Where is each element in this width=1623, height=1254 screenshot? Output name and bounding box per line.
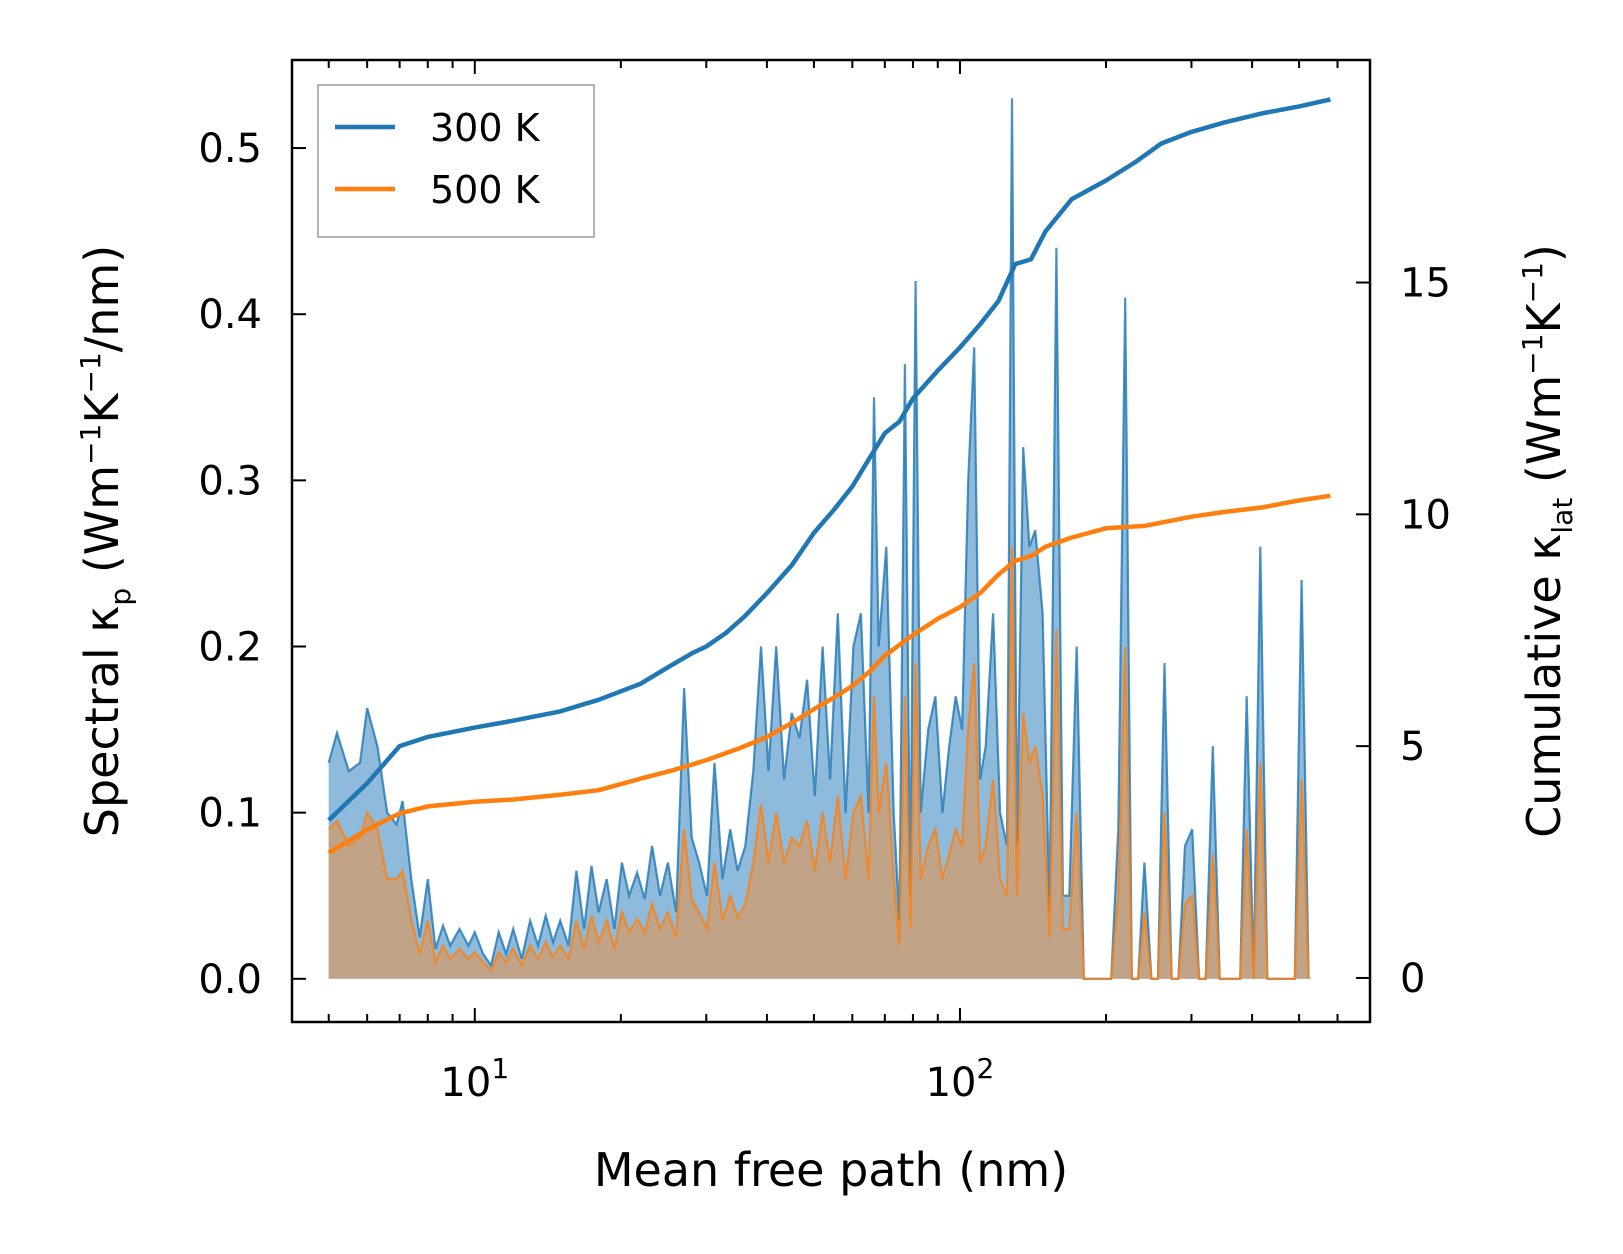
x-axis: 101 102 <box>327 60 1371 1106</box>
cumulative-line-300k <box>327 97 1331 822</box>
legend: 300 K 500 K <box>317 84 595 238</box>
cumulative-lines <box>327 97 1331 855</box>
legend-label-300k: 300 K <box>430 106 541 150</box>
plot-frame <box>290 58 1372 1024</box>
left-y-axis-label: Spectral κp (Wm−1K−1/nm) <box>74 245 137 837</box>
cumulative-line-500k <box>327 493 1331 855</box>
y-right-tick-label: 15 <box>1400 261 1451 307</box>
legend-label-500k: 500 K <box>430 168 541 212</box>
spectral-line-500k <box>327 546 1310 980</box>
right-y-axis-label: Cumulative κlat (Wm−1K−1) <box>1516 244 1579 838</box>
right-y-axis: 0 5 10 15 <box>1356 261 1451 1002</box>
x-tick-label: 101 <box>440 1052 509 1106</box>
y-left-tick-label: 0.2 <box>198 625 262 671</box>
legend-box <box>317 84 595 238</box>
y-right-tick-label: 0 <box>1400 956 1425 1002</box>
y-left-tick-label: 0.5 <box>198 126 262 172</box>
y-left-tick-label: 0.4 <box>198 292 262 338</box>
y-left-tick-label: 0.3 <box>198 458 262 504</box>
y-left-tick-label: 0.1 <box>198 791 262 837</box>
y-right-tick-label: 10 <box>1400 492 1451 538</box>
y-right-tick-label: 5 <box>1400 724 1425 770</box>
y-left-tick-label: 0.0 <box>198 957 262 1003</box>
spectral-fills <box>327 98 1310 980</box>
left-y-axis: 0.0 0.1 0.2 0.3 0.4 0.5 <box>198 126 306 1003</box>
spectral-area-500k <box>328 546 1309 979</box>
x-tick-label: 102 <box>926 1052 995 1106</box>
x-axis-label: Mean free path (nm) <box>594 1143 1068 1197</box>
